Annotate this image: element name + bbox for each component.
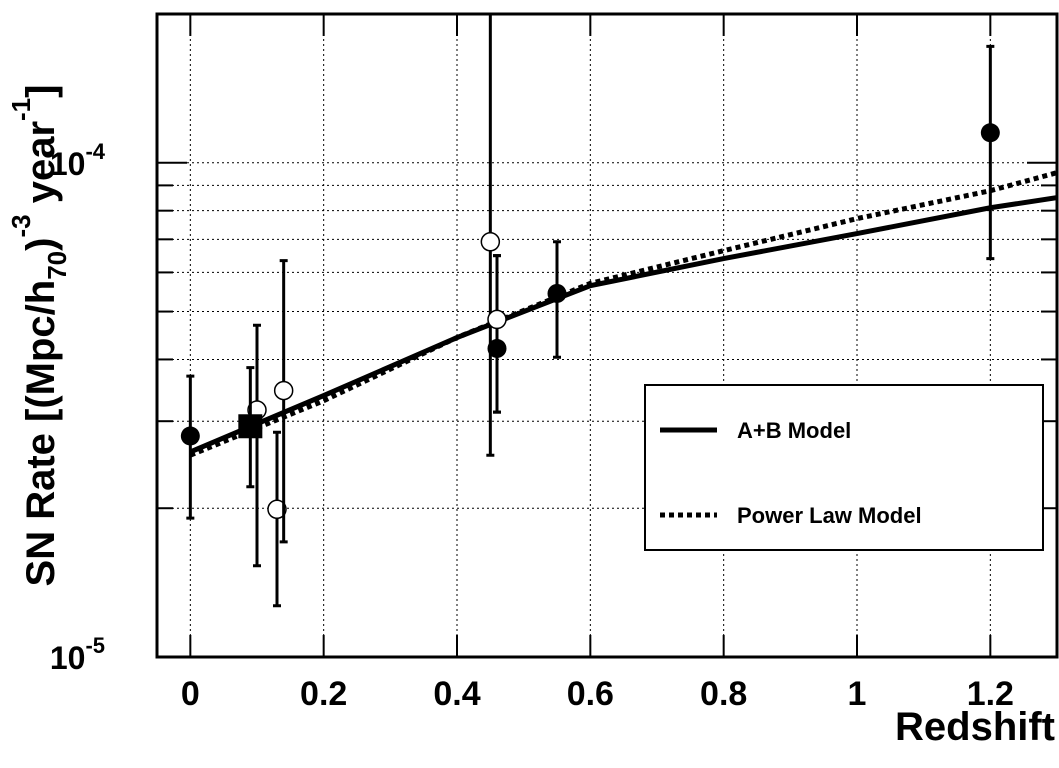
y-label-part: -1 — [6, 98, 36, 121]
x-tick-label: 0.2 — [300, 675, 347, 713]
point — [238, 414, 263, 439]
y-label-part: ) — [19, 238, 63, 251]
y-label-part: year — [19, 121, 63, 214]
point — [547, 283, 567, 303]
x-tick-label: 1.2 — [967, 675, 1014, 713]
legend-label: A+B Model — [737, 418, 851, 443]
legend-box — [644, 384, 1044, 551]
error-bar — [253, 323, 261, 568]
error-bar — [186, 374, 195, 520]
x-axis-label: Redshift — [895, 705, 1055, 749]
y-axis-label: SN Rate [(Mpc/h70)-3 year-1] — [6, 85, 72, 587]
model-line — [189, 195, 1057, 455]
plot-area — [180, 14, 1057, 608]
y-label-part: -3 — [6, 214, 36, 237]
x-tick-label: 0.8 — [700, 675, 747, 713]
y-label-part: SN Rate [(Mpc/h — [19, 280, 63, 587]
y-tick-label: 10-5 — [50, 633, 105, 676]
y-tick-label: 10-4 — [50, 139, 106, 182]
y-label-part: ] — [19, 85, 63, 98]
x-tick-label: 0 — [181, 675, 200, 713]
y-tick-base: 10 — [50, 146, 86, 182]
point — [980, 123, 1000, 143]
plot-frame — [155, 12, 1059, 659]
error-bar — [986, 44, 995, 261]
y-label-part: 70 — [42, 251, 72, 280]
model-line — [189, 170, 1057, 458]
x-tick-label: 0.4 — [433, 675, 480, 713]
y-tick-base: 10 — [50, 640, 86, 676]
error-bar — [486, 14, 495, 457]
y-tick-exponent: -4 — [85, 139, 105, 164]
y-tick-exponent: -5 — [85, 633, 105, 658]
x-tick-label: 1 — [848, 675, 867, 713]
point — [480, 232, 501, 252]
legend-label: Power Law Model — [737, 503, 922, 528]
error-bar — [493, 254, 501, 414]
point — [273, 380, 294, 401]
error-bar — [279, 259, 288, 544]
point — [267, 499, 287, 520]
x-tick-label: 0.6 — [567, 675, 614, 713]
point — [180, 426, 200, 446]
point — [487, 309, 507, 330]
